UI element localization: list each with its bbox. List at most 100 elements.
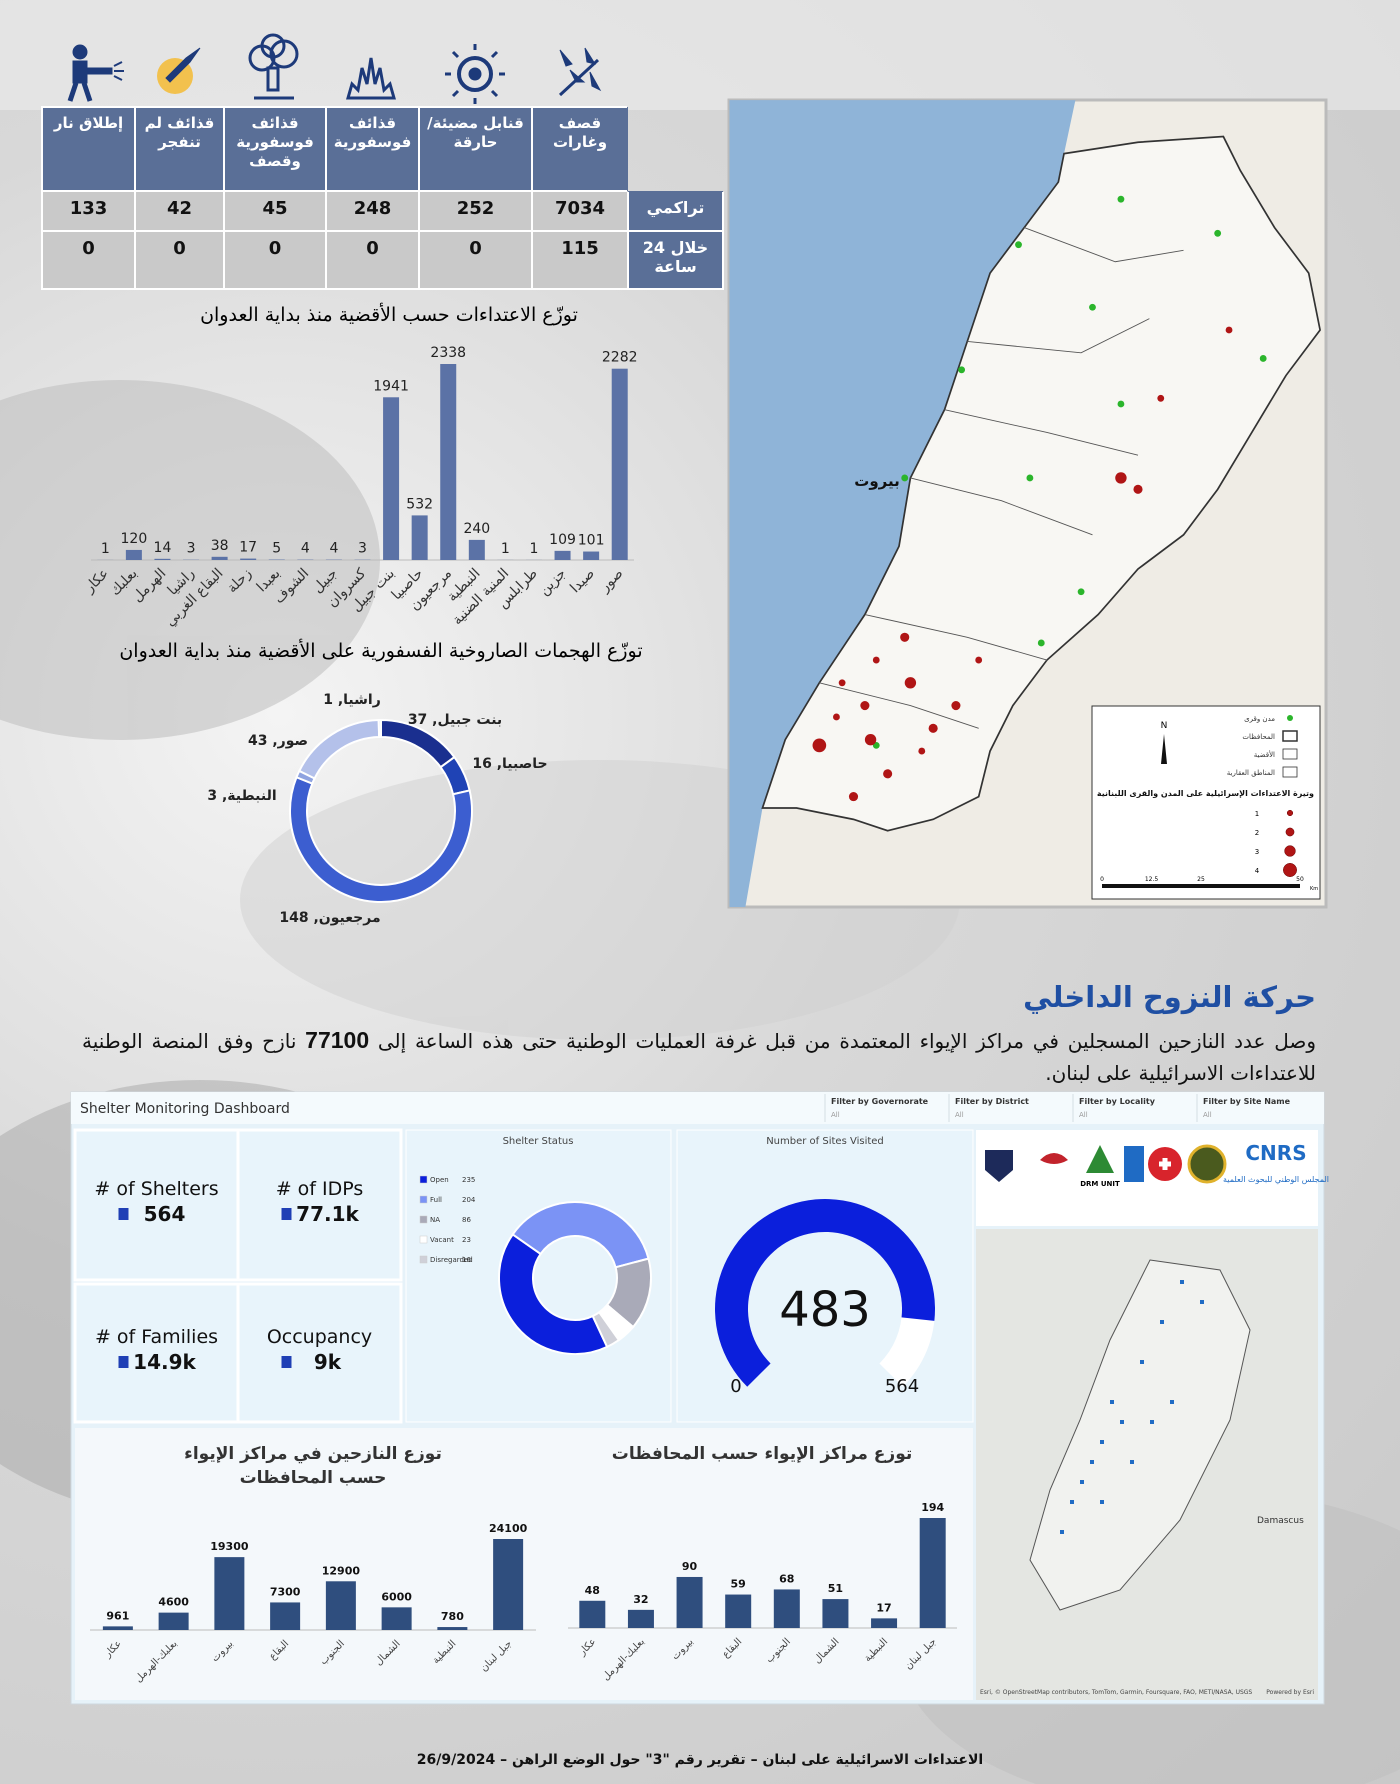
logo-text: DRM UNIT <box>1080 1180 1120 1188</box>
value-label: 5 <box>272 541 281 557</box>
kpi-label: # of Shelters <box>94 1178 218 1200</box>
logos: DRM UNIT CNRS المجلس الوطني للبحوث العلم… <box>976 1130 1329 1226</box>
bar <box>270 1602 301 1630</box>
filter[interactable]: Filter by Governorate All <box>824 1094 929 1122</box>
bar <box>214 1557 245 1630</box>
logo-presidency <box>1040 1153 1068 1164</box>
table-row: تراكمي 7034 252 248 45 42 133 <box>41 190 724 232</box>
logo-panel <box>976 1130 1318 1226</box>
kpi-icon <box>281 1208 292 1220</box>
filter[interactable]: Filter by District All <box>948 1094 1029 1122</box>
legend-label: الأقضية <box>1254 750 1275 759</box>
cell: 0 <box>418 230 533 290</box>
filter-value: All <box>955 1111 964 1119</box>
value-label: 17 <box>876 1601 891 1614</box>
donut-slice <box>377 718 382 739</box>
bar <box>211 556 228 560</box>
value-label: 48 <box>585 1584 600 1597</box>
kpi-label: # of Families <box>95 1326 218 1348</box>
legend-level-label: 4 <box>1255 867 1260 875</box>
bar <box>411 515 428 560</box>
legend-swatch <box>419 1235 428 1244</box>
filter-label: Filter by Governorate <box>831 1097 929 1106</box>
shelter-dashboard: Shelter Monitoring Dashboard # of Shelte… <box>70 1091 1329 1705</box>
bar <box>773 1589 800 1628</box>
icon-phosphorus <box>346 57 396 100</box>
kpi-icon <box>281 1356 292 1368</box>
bar <box>381 1607 412 1630</box>
kpi-value: 564 <box>144 1202 186 1226</box>
cell: 115 <box>531 230 629 290</box>
icon-flare <box>445 44 505 104</box>
chart-title: توزع النازحين في مراكز الإيواء حسب المحا… <box>184 1444 442 1488</box>
value-label: 6000 <box>381 1590 412 1603</box>
value-label: 2282 <box>602 350 638 366</box>
bar <box>493 1539 524 1630</box>
value-label: 101 <box>578 533 605 549</box>
north-arrow <box>1161 734 1167 764</box>
kpi-value: 77.1k <box>296 1202 359 1226</box>
legend-level-label: 3 <box>1255 848 1259 856</box>
column-header: قذائف لم تنفجر <box>134 106 225 192</box>
legend-swatch <box>419 1215 428 1224</box>
legend-level-label: 2 <box>1255 829 1259 837</box>
cell: 0 <box>325 230 420 290</box>
value-label: 2338 <box>430 345 466 361</box>
bar <box>554 550 571 560</box>
legend-symbol <box>1282 766 1298 778</box>
value-label: 4 <box>301 541 310 557</box>
gauge-min: 0 <box>730 1376 741 1397</box>
map-shapes <box>729 100 1321 907</box>
legend-level <box>1284 845 1296 857</box>
value-label: 961 <box>106 1609 129 1622</box>
column-header: قذائف فوسفورية وقصف <box>223 106 327 192</box>
attack-markers <box>812 326 1233 802</box>
bar <box>676 1576 703 1628</box>
chart-title: Number of Sites Visited <box>766 1136 884 1147</box>
value-label: 109 <box>549 532 576 548</box>
lebanon-outline <box>1029 1259 1251 1611</box>
value-label: 1 <box>101 541 110 557</box>
slice-label: بنت جبيل, 37 <box>408 712 502 728</box>
bar <box>440 364 457 560</box>
filter-value: All <box>1079 1111 1088 1119</box>
legend-label: مدن وقرى <box>1244 715 1275 723</box>
scale-label: 25 <box>1197 876 1205 883</box>
logo-cnrs-name: المجلس الوطني للبحوث العلمية <box>1223 1175 1329 1184</box>
filter[interactable]: Filter by Locality All <box>1072 1094 1156 1122</box>
footer: الاعتداءات الاسرائيلية على لبنان – تقرير… <box>416 1752 984 1768</box>
bar <box>154 558 171 560</box>
scale-bar <box>1102 884 1300 888</box>
logo-civil-defense <box>1187 1144 1227 1184</box>
column-header: قنابل مضيئة/حارقة <box>418 106 533 192</box>
filter[interactable]: Filter by Site Name All <box>1196 1094 1291 1122</box>
value-label: 120 <box>121 531 148 547</box>
table-corner <box>628 107 723 191</box>
value-label: 4600 <box>158 1596 189 1609</box>
column-header: قذائف فوسفورية <box>325 106 420 192</box>
bar <box>627 1609 654 1628</box>
column-header: قصف وغارات <box>531 106 629 192</box>
bar <box>468 539 485 560</box>
bar <box>611 368 628 560</box>
value-label: 19300 <box>210 1540 249 1553</box>
cell: 252 <box>418 190 533 232</box>
logo-cross <box>1159 1158 1171 1170</box>
column-header: إطلاق نار <box>41 106 136 192</box>
value-label: 240 <box>463 521 490 537</box>
legend-box <box>1091 705 1321 900</box>
map-credits: Esri, © OpenStreetMap contributors, TomT… <box>980 1689 1252 1696</box>
table-header: قصف وغارات قنابل مضيئة/حارقة قذائف فوسفو… <box>41 106 723 192</box>
legend-value: 86 <box>462 1216 471 1224</box>
legend-label: NA <box>430 1216 440 1224</box>
donut-slice <box>511 1201 650 1269</box>
dashboard-title: Shelter Monitoring Dashboard <box>80 1101 290 1117</box>
legend-label: Open <box>430 1176 449 1184</box>
sea <box>729 100 1076 907</box>
map-city-label: بيروت <box>854 472 899 490</box>
value-label: 7300 <box>270 1585 301 1598</box>
attack-map: بيروت مدن وقرى المحافظات الأقضية المناطق ال… <box>727 98 1328 909</box>
kpi-card <box>236 1282 403 1424</box>
value-label: 59 <box>731 1578 746 1591</box>
